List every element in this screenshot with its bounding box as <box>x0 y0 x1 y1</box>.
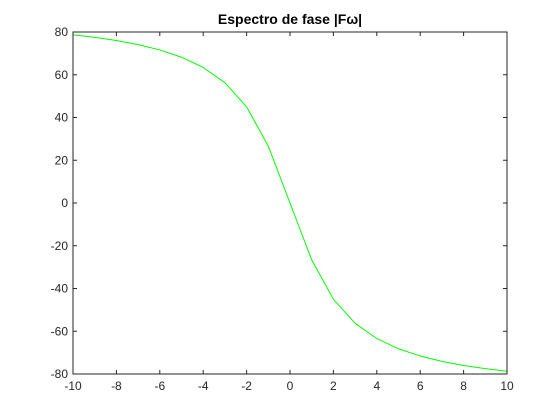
x-tick-label: -10 <box>64 379 82 393</box>
x-tick-label: -4 <box>198 379 209 393</box>
y-tick-label: -20 <box>51 239 69 253</box>
y-tick-label: 20 <box>55 153 69 167</box>
x-tick-label: 2 <box>330 379 337 393</box>
x-tick-label: 8 <box>460 379 467 393</box>
y-tick-label: -80 <box>51 367 69 381</box>
y-tick-label: -40 <box>51 282 69 296</box>
x-tick-label: 6 <box>417 379 424 393</box>
y-tick-label: -60 <box>51 324 69 338</box>
y-tick-label: 80 <box>55 25 69 39</box>
x-tick-label: 0 <box>287 379 294 393</box>
y-tick-label: 40 <box>55 111 69 125</box>
x-tick-label: -8 <box>111 379 122 393</box>
y-tick-label: 0 <box>61 196 68 210</box>
chart-title: Espectro de fase |Fω| <box>218 11 362 27</box>
x-tick-label: 4 <box>373 379 380 393</box>
y-tick-label: 60 <box>55 68 69 82</box>
x-tick-label: 10 <box>500 379 514 393</box>
x-tick-label: -2 <box>241 379 252 393</box>
x-tick-label: -6 <box>154 379 165 393</box>
